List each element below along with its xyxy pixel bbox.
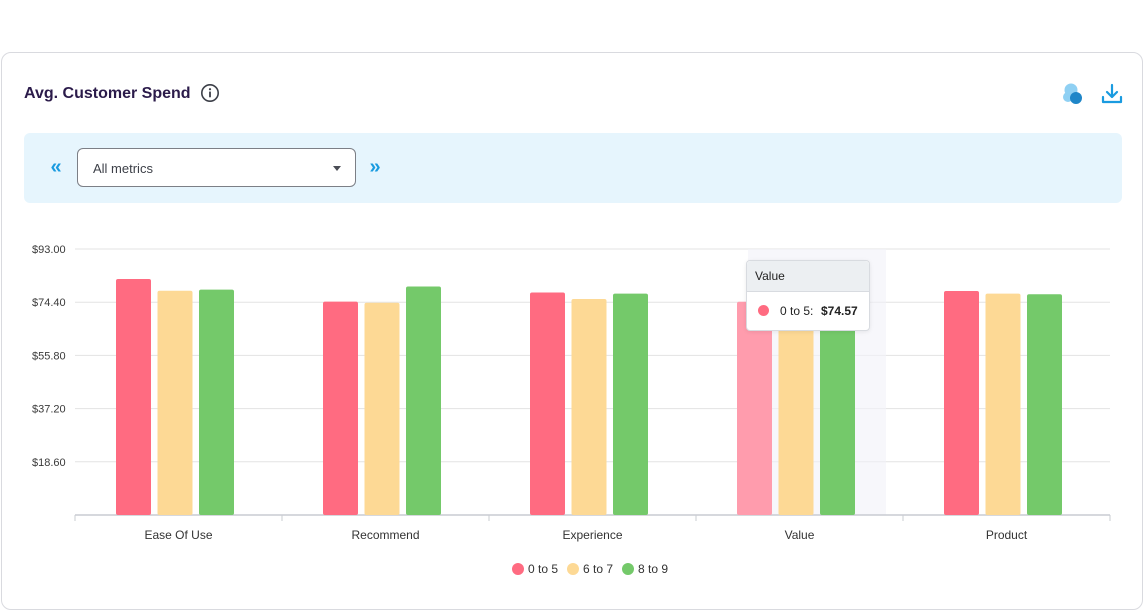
next-metric-button[interactable]: »	[369, 156, 381, 178]
bar	[571, 299, 607, 515]
bar	[1027, 294, 1062, 515]
bar	[199, 289, 234, 515]
bar	[778, 302, 814, 515]
y-tick-label: $93.00	[32, 244, 66, 256]
legend-swatch	[567, 563, 579, 575]
caret-down-icon	[333, 166, 341, 171]
metric-select[interactable]: All metrics	[77, 148, 356, 187]
filter-bar: « All metrics »	[24, 133, 1122, 203]
bar	[613, 293, 648, 515]
bar	[944, 291, 979, 515]
legend-swatch	[622, 563, 634, 575]
tooltip-value: $74.57	[821, 304, 858, 318]
legend-swatch	[512, 563, 524, 575]
bar	[820, 294, 855, 515]
metric-select-value: All metrics	[93, 161, 153, 176]
bar	[364, 302, 400, 515]
x-tick-label: Product	[986, 528, 1028, 542]
download-icon[interactable]	[1100, 82, 1124, 106]
tooltip-title: Value	[747, 261, 869, 292]
y-tick-label: $55.80	[32, 350, 66, 362]
bar	[985, 293, 1021, 515]
bar	[530, 292, 565, 515]
tooltip-series-swatch	[758, 305, 769, 316]
y-tick-label: $18.60	[32, 457, 66, 469]
prev-metric-button[interactable]: «	[50, 156, 62, 178]
x-tick-label: Ease Of Use	[144, 528, 212, 542]
bar	[406, 286, 441, 515]
bar	[737, 301, 772, 515]
tooltip-series-label: 0 to 5:	[780, 304, 814, 318]
bar	[116, 279, 151, 515]
bar	[323, 301, 358, 515]
card-title: Avg. Customer Spend	[24, 85, 191, 102]
legend-label: 0 to 5	[528, 562, 558, 576]
info-icon[interactable]	[200, 83, 220, 103]
legend-label: 6 to 7	[583, 562, 613, 576]
y-tick-label: $74.40	[32, 297, 66, 309]
venn-icon[interactable]	[1060, 82, 1086, 108]
legend-label: 8 to 9	[638, 562, 668, 576]
chart-tooltip: Value 0 to 5: $74.57	[746, 260, 870, 331]
x-tick-label: Recommend	[351, 528, 419, 542]
x-tick-label: Value	[785, 528, 815, 542]
x-tick-label: Experience	[562, 528, 622, 542]
y-tick-label: $37.20	[32, 404, 66, 416]
bar	[157, 290, 193, 515]
